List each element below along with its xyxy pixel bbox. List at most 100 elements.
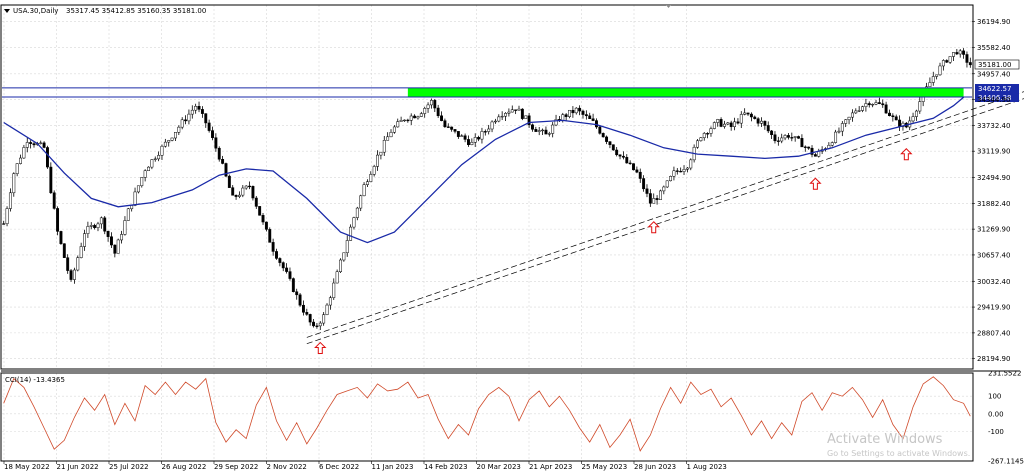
candle-body	[264, 221, 268, 230]
dropdown-triangle-icon[interactable]	[4, 9, 10, 13]
candle-body	[204, 113, 208, 124]
candle-body	[861, 106, 864, 111]
candle-body	[180, 119, 184, 128]
candle-body	[433, 100, 437, 109]
candle-body	[595, 120, 598, 128]
candle-body	[200, 109, 204, 114]
candle-body	[157, 155, 161, 160]
candle-body	[611, 144, 615, 151]
candle-body	[130, 205, 134, 210]
y-tick-label: 30657.40	[977, 251, 1010, 259]
candle-body	[625, 157, 629, 164]
candle-body	[483, 131, 487, 133]
candle-body	[534, 129, 538, 132]
candle-body	[901, 122, 905, 127]
candle-body	[857, 110, 861, 112]
candle-body	[605, 136, 609, 142]
candle-body	[739, 114, 743, 124]
main-plot-frame	[0, 4, 974, 370]
candle-body	[392, 126, 396, 133]
candle-body	[898, 119, 902, 127]
candle-body	[140, 177, 144, 187]
candle-body	[187, 113, 191, 122]
candle-body	[874, 102, 878, 105]
y-tick-label: 29419.90	[977, 304, 1010, 312]
candle-body	[891, 115, 895, 117]
candle-body	[706, 133, 710, 135]
candle-body	[564, 114, 568, 117]
candle-body	[608, 141, 612, 145]
candle-body	[345, 240, 349, 254]
candle-body	[477, 137, 481, 140]
candle-body	[830, 142, 834, 146]
candle-body	[224, 163, 228, 177]
candle-body	[150, 159, 154, 168]
candle-body	[32, 143, 36, 146]
cci-line	[3, 376, 971, 452]
candle-body	[143, 170, 147, 178]
x-tick-label: 2 Nov 2022	[267, 463, 307, 471]
shift-marker-icon[interactable]	[666, 5, 671, 8]
candle-body	[227, 175, 231, 188]
candle-body	[675, 170, 679, 172]
candle-body	[615, 149, 619, 156]
candle-body	[322, 314, 326, 324]
candle-body	[854, 110, 858, 114]
candle-body	[618, 154, 622, 157]
candle-body	[76, 257, 80, 271]
candle-body	[531, 124, 534, 130]
candle-body	[938, 65, 942, 76]
candle-body	[753, 116, 757, 119]
candle-body	[251, 186, 255, 199]
candle-body	[722, 123, 726, 127]
candle-body	[749, 113, 753, 118]
candle-body	[790, 137, 794, 139]
candle-body	[258, 206, 262, 216]
cci-plot-area[interactable]	[3, 376, 971, 452]
cci-tick-label: 231.5522	[988, 370, 1021, 378]
candle-body	[709, 128, 713, 134]
y-tick-label: 34344.90	[977, 96, 1010, 104]
candle-body	[436, 107, 440, 117]
candle-body	[537, 130, 541, 132]
candle-body	[399, 120, 403, 122]
cci-plot-frame	[0, 372, 974, 462]
main-plot-area[interactable]	[2, 5, 1024, 355]
candle-body	[544, 129, 548, 135]
candle-body	[911, 116, 915, 122]
candle-body	[733, 121, 737, 127]
candle-body	[517, 108, 521, 111]
candle-body	[591, 118, 595, 121]
y-tick-label: 33119.90	[977, 148, 1010, 156]
candle-body	[763, 120, 767, 126]
candle-body	[487, 128, 491, 132]
candle-body	[46, 147, 49, 168]
y-tick-label: 32494.90	[977, 174, 1010, 182]
candle-body	[355, 207, 359, 218]
cci-tick-label: -267.1145	[988, 458, 1024, 466]
candle-body	[955, 52, 959, 55]
candle-body	[490, 121, 494, 130]
candle-body	[847, 116, 851, 120]
candle-body	[136, 185, 140, 193]
y-axis-ticks: 36194.90 35582.40 34957.40 34344.90 33732.40…	[972, 18, 1010, 363]
candle-body	[659, 190, 662, 200]
candle-body	[776, 140, 780, 142]
candle-body	[349, 226, 353, 241]
candle-body	[786, 135, 790, 138]
candle-body	[726, 122, 730, 125]
candle-body	[170, 137, 174, 141]
candle-body	[504, 113, 507, 117]
resistance-zone	[407, 87, 964, 97]
candle-body	[177, 126, 181, 133]
candle-body	[59, 231, 63, 244]
candle-body	[365, 181, 369, 185]
candle-body	[15, 163, 19, 174]
candle-body	[793, 136, 797, 138]
candle-body	[99, 217, 103, 225]
candle-body	[419, 113, 423, 117]
candle-body	[844, 119, 848, 124]
x-tick-label: 20 Mar 2023	[477, 463, 521, 471]
candle-body	[665, 180, 669, 188]
